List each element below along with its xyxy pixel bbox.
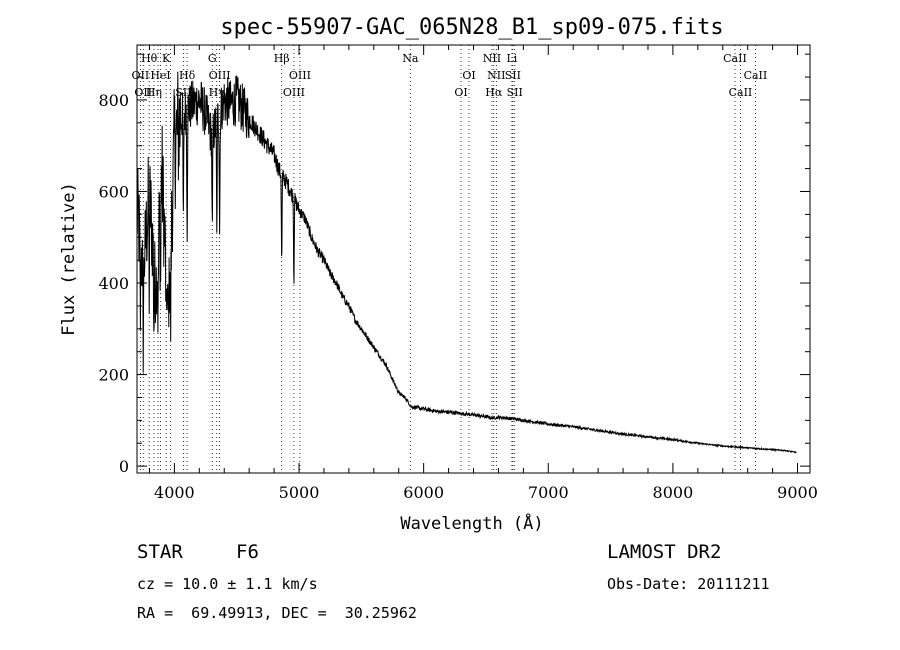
spectral-line-label: CaII: [723, 52, 747, 65]
spectral-line-label: SII: [505, 69, 521, 82]
spectral-line-label: OII: [134, 86, 152, 99]
spectrum-line: [136, 71, 797, 454]
y-tick-label: 800: [98, 91, 129, 110]
x-tick-label: 6000: [403, 483, 444, 502]
spectral-line-label: CaII: [729, 86, 753, 99]
spectral-line-label: Li: [506, 52, 517, 65]
x-tick-label: 9000: [777, 483, 818, 502]
y-tick-label: 0: [119, 457, 129, 476]
chart-title: spec-55907-GAC_065N28_B1_sp09-075.fits: [220, 15, 723, 40]
spectral-line-label: K: [162, 52, 171, 65]
spectral-line-label: OII: [132, 69, 150, 82]
spectral-line-label: OI: [462, 69, 475, 82]
x-tick-label: 4000: [154, 483, 195, 502]
y-axis-label: Flux (relative): [59, 182, 79, 336]
object-subclass: F6: [236, 541, 259, 563]
spectral-line-label: Hα: [485, 86, 503, 99]
redshift-cz: cz = 10.0 ± 1.1 km/s: [137, 575, 318, 593]
spectral-line-label: NII: [487, 69, 505, 82]
object-type: STAR: [137, 541, 183, 563]
spectrum-series: [136, 71, 797, 454]
spectral-line-label: Hθ: [141, 52, 158, 65]
spectral-line-label: NII: [483, 52, 501, 65]
x-tick-label: 8000: [653, 483, 694, 502]
spectral-line-label: HeI: [150, 69, 170, 82]
spectral-line-label: OIII: [283, 86, 305, 99]
spectral-line-label: G: [208, 52, 217, 65]
spectral-line-label: OIII: [209, 69, 231, 82]
spectral-line-label: OIII: [289, 69, 311, 82]
spectral-line-label: SII: [507, 86, 523, 99]
coordinates: RA = 69.49913, DEC = 30.25962: [137, 604, 417, 622]
x-tick-label: 5000: [279, 483, 320, 502]
observation-date: Obs-Date: 20111211: [607, 575, 770, 593]
survey-name: LAMOST DR2: [607, 541, 722, 563]
spectral-line-label: CaII: [744, 69, 768, 82]
spectral-line-label: Na: [402, 52, 419, 65]
plot-frame: [136, 44, 811, 474]
spectral-line-label: Hδ: [179, 69, 196, 82]
x-tick-label: 7000: [528, 483, 569, 502]
y-tick-label: 200: [98, 366, 129, 385]
x-axis-label: Wavelength (Å): [400, 512, 543, 534]
y-tick-label: 600: [98, 182, 129, 201]
axis-ticks: 4000 5000 6000 7000 8000 9000 0 200 400 600 800: [98, 45, 818, 502]
spectral-line-label: OI: [454, 86, 467, 99]
y-tick-label: 400: [98, 274, 129, 293]
spectral-line-markers: OIIOIIHθHηHeIKSIIHδGHγOIIIHβOIIIOIIINaOI…: [132, 45, 768, 473]
spectral-line-label: Hη: [146, 86, 162, 99]
spectral-line-label: Hβ: [274, 52, 290, 65]
